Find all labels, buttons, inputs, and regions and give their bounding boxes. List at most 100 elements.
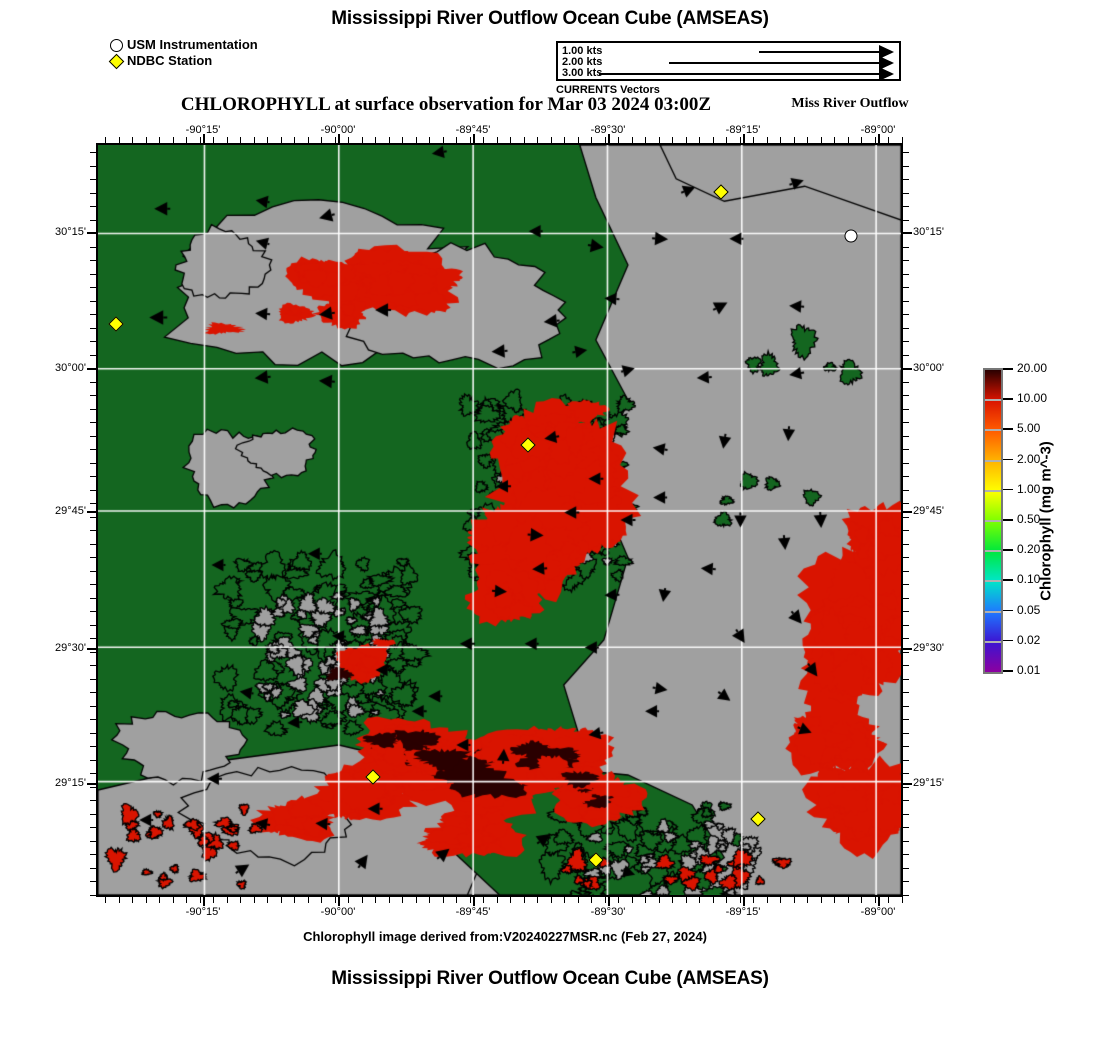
lon-minor-tick [780, 897, 781, 903]
map-plot-area[interactable] [96, 143, 903, 897]
lon-minor-tick [145, 137, 147, 143]
lat-minor-tick [903, 746, 909, 747]
lon-major-tick [473, 897, 475, 906]
lat-minor-tick [90, 894, 96, 896]
colorbar-band [985, 521, 1001, 552]
vector-legend-caption: CURRENTS Vectors [556, 84, 660, 96]
colorbar-tick [1003, 458, 1013, 461]
lat-minor-tick [903, 354, 909, 356]
vector-shaft-3 [599, 73, 879, 75]
lat-minor-tick [90, 611, 96, 612]
lon-minor-tick [321, 137, 322, 143]
lon-major-tick [473, 134, 475, 143]
lat-minor-tick [90, 287, 96, 288]
lon-minor-tick [631, 897, 633, 903]
colorbar-separator [985, 610, 1001, 613]
lat-minor-tick [903, 840, 909, 842]
lat-minor-tick [903, 665, 909, 666]
lat-minor-tick [90, 597, 96, 599]
lat-minor-tick [90, 732, 96, 734]
lat-minor-tick [903, 651, 909, 653]
lat-minor-tick [903, 206, 909, 207]
lat-minor-tick [90, 435, 96, 437]
lon-minor-tick [631, 137, 633, 143]
colorbar-band [985, 370, 1001, 401]
lat-minor-tick [90, 206, 96, 207]
lon-minor-tick [361, 897, 363, 903]
lat-major-tick [903, 232, 912, 234]
colorbar-separator [985, 459, 1001, 462]
vector-shaft-2 [669, 62, 879, 64]
colorbar-tick [1003, 428, 1013, 430]
lat-major-tick [903, 368, 912, 370]
lon-minor-tick [874, 137, 876, 143]
vector-label-3: 3.00 kts [562, 67, 603, 79]
lon-minor-tick [604, 897, 606, 903]
lat-minor-tick [903, 867, 909, 869]
lon-minor-tick [253, 897, 255, 903]
lon-axis-label: -89°00' [860, 906, 896, 918]
lon-minor-tick [172, 137, 174, 143]
lon-minor-tick [294, 897, 295, 903]
colorbar-tick-label: 0.20 [1017, 542, 1041, 557]
lon-minor-tick [483, 137, 484, 143]
lat-minor-tick [90, 260, 96, 261]
lat-minor-tick [90, 476, 96, 477]
lat-axis-label: 29°15' [913, 777, 944, 789]
lat-minor-tick [903, 638, 909, 639]
colorbar-separator [985, 550, 1001, 553]
colorbar-separator [985, 429, 1001, 432]
lat-minor-tick [903, 422, 909, 423]
colorbar-band [985, 430, 1001, 461]
colorbar-separator [985, 520, 1001, 522]
vector-arrowhead-2 [879, 56, 894, 70]
lat-minor-tick [903, 165, 909, 167]
lon-minor-tick [739, 137, 741, 143]
lon-minor-tick [523, 137, 525, 143]
usm-instrumentation-marker[interactable] [844, 229, 858, 243]
lon-minor-tick [307, 137, 309, 143]
lon-minor-tick [496, 897, 498, 903]
lat-minor-tick [903, 462, 909, 464]
lon-minor-tick [226, 137, 228, 143]
bottom-title: Mississippi River Outflow Ocean Cube (AM… [331, 968, 769, 989]
colorbar-tick-label: 0.01 [1017, 663, 1041, 677]
colorbar-gradient [983, 368, 1003, 674]
lon-minor-tick [294, 137, 295, 143]
lat-minor-tick [903, 314, 909, 315]
lon-minor-tick [807, 137, 808, 143]
lat-minor-tick [903, 219, 909, 221]
lat-minor-tick [90, 678, 96, 680]
lat-axis-label: 29°15' [55, 777, 86, 789]
lat-major-tick [87, 783, 96, 785]
lat-minor-tick [90, 381, 96, 383]
lat-minor-tick [90, 867, 96, 869]
colorbar-band [985, 611, 1001, 642]
colorbar[interactable] [983, 368, 1003, 674]
lat-minor-tick [903, 692, 909, 693]
lon-minor-tick [591, 897, 592, 903]
lat-minor-tick [90, 462, 96, 464]
lat-minor-tick [903, 557, 909, 558]
lon-minor-tick [820, 897, 822, 903]
lon-minor-tick [469, 897, 471, 903]
lat-minor-tick [903, 381, 909, 383]
lat-minor-tick [903, 476, 909, 477]
lon-minor-tick [280, 897, 282, 903]
lat-minor-tick [903, 584, 909, 585]
lon-minor-tick [645, 137, 646, 143]
lat-major-tick [87, 511, 96, 513]
lon-minor-tick [213, 897, 214, 903]
lon-minor-tick [172, 897, 174, 903]
lat-minor-tick [903, 449, 909, 450]
lon-minor-tick [726, 137, 727, 143]
vector-row-3: 3.00 kts [558, 67, 899, 81]
lat-axis-label: 30°15' [913, 226, 944, 238]
lon-minor-tick [321, 897, 322, 903]
lon-minor-tick [145, 897, 147, 903]
lat-minor-tick [903, 800, 909, 801]
lon-minor-tick [496, 137, 498, 143]
lon-minor-tick [267, 897, 268, 903]
legend-item-ndbc: NDBC Station [108, 53, 258, 69]
lon-minor-tick [793, 897, 795, 903]
